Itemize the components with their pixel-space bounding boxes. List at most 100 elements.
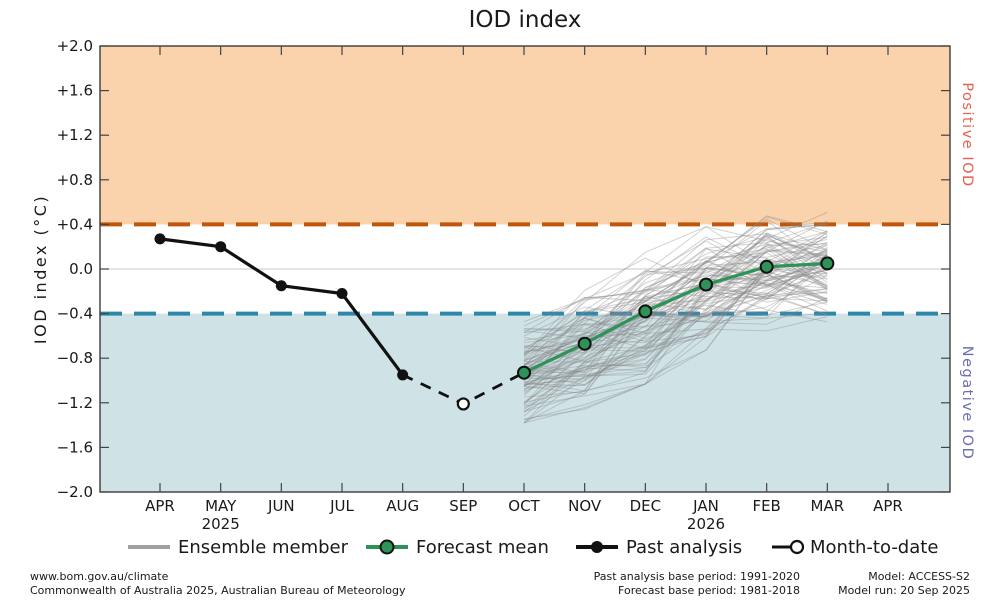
x-tick-label: MAR <box>811 497 845 515</box>
ensemble-line <box>523 250 828 386</box>
ensemble-line <box>523 238 828 386</box>
ensemble-line <box>523 257 828 374</box>
past-analysis-point <box>336 288 348 300</box>
y-tick-label: +2.0 <box>57 37 93 55</box>
ensemble-line <box>523 248 828 377</box>
ensemble-line <box>523 288 828 417</box>
ensemble-line <box>523 244 828 365</box>
ensemble-line <box>523 264 828 361</box>
forecast-mean-point <box>699 277 714 292</box>
ensemble-line <box>523 233 828 407</box>
legend: Ensemble member Forecast mean Past analy… <box>128 537 938 558</box>
ensemble-line <box>523 261 828 411</box>
ensemble-line <box>523 251 828 380</box>
ensemble-line <box>523 236 828 424</box>
ensemble-line <box>523 231 828 362</box>
ensemble-line <box>523 249 828 348</box>
ensemble-line <box>523 267 828 363</box>
legend-label-forecast-mean: Forecast mean <box>416 537 549 558</box>
ensemble-line <box>523 254 828 395</box>
ensemble-line <box>523 248 828 405</box>
past-analysis-point <box>215 241 227 253</box>
ensemble-line <box>523 268 828 387</box>
ensemble-line <box>523 268 828 339</box>
forecast-mean-point <box>577 336 592 351</box>
footer-model-run: Model run: 20 Sep 2025 <box>838 584 970 597</box>
negative-iod-band-label: Negative IOD <box>959 346 975 461</box>
ensemble-line <box>523 215 828 396</box>
y-axis-title: IOD index (°C) <box>31 194 50 344</box>
ensemble-line <box>523 270 828 344</box>
footer-copyright: Commonwealth of Australia 2025, Australi… <box>30 584 406 597</box>
ensemble-line <box>523 261 828 381</box>
ensemble-line <box>523 289 828 412</box>
ensemble-line <box>523 242 828 356</box>
legend-label-past-analysis: Past analysis <box>626 537 742 558</box>
y-tick-label: +0.4 <box>57 215 93 233</box>
ensemble-line <box>523 258 828 424</box>
ensemble-line <box>523 221 828 388</box>
x-tick-label: APR <box>873 497 903 515</box>
ensemble-line <box>523 281 828 392</box>
ensemble-line <box>523 292 828 420</box>
ensemble-line <box>523 246 828 424</box>
x-tick-label: JAN <box>692 497 719 515</box>
ensemble-line <box>523 263 828 380</box>
y-tick-label: −0.8 <box>57 349 93 367</box>
ensemble-line <box>523 240 828 382</box>
y-tick-label: +1.6 <box>57 82 93 100</box>
ensemble-line <box>523 263 828 360</box>
x-tick-label: SEP <box>449 497 477 515</box>
ensemble-line <box>523 316 828 376</box>
x-tick-label: DEC <box>630 497 662 515</box>
footer-forecast-base-period: Forecast base period: 1981-2018 <box>618 584 800 597</box>
y-tick-label: −0.4 <box>57 305 93 323</box>
y-tick-label: +1.2 <box>57 126 93 144</box>
ensemble-line <box>523 243 828 354</box>
ensemble-line <box>523 224 828 386</box>
ensemble-line <box>523 296 828 383</box>
forecast-mean-point <box>759 259 774 274</box>
positive-iod-band-label: Positive IOD <box>959 82 975 187</box>
ensemble-line <box>523 283 828 355</box>
ensemble-line <box>523 271 828 353</box>
ensemble-line <box>523 233 828 327</box>
ensemble-line <box>523 269 828 387</box>
y-tick-label: −1.6 <box>57 438 93 456</box>
legend-label-ensemble: Ensemble member <box>178 537 349 558</box>
x-tick-label: FEB <box>752 497 780 515</box>
ensemble-line <box>523 218 828 361</box>
forecast-mean-point <box>638 304 653 319</box>
ensemble-line <box>523 256 828 398</box>
ensemble-line <box>523 238 828 356</box>
ensemble-line <box>523 301 828 381</box>
x-tick-label: MAY <box>205 497 237 515</box>
footer: www.bom.gov.au/climate Commonwealth of A… <box>30 570 970 597</box>
ensemble-line <box>523 232 828 376</box>
ensemble-line <box>523 245 828 352</box>
ensemble-line <box>523 267 828 387</box>
legend-item-forecast-mean: Forecast mean <box>366 537 549 558</box>
ensemble-line <box>523 247 828 370</box>
ensemble-line <box>523 247 828 389</box>
ensemble-line <box>523 295 828 350</box>
ensemble-line <box>523 254 828 385</box>
ensemble-line <box>523 260 828 373</box>
y-tick-label: +0.8 <box>57 171 93 189</box>
x-tick-label: AUG <box>386 497 419 515</box>
year-label: 2026 <box>687 515 725 533</box>
series-markers <box>154 233 835 411</box>
ensemble-line <box>523 230 828 334</box>
forecast-mean-swatch-marker <box>379 539 395 555</box>
ensemble-line <box>523 250 828 405</box>
ensemble-line <box>523 274 828 362</box>
ensemble-line <box>523 306 828 337</box>
ensemble-line <box>523 220 828 390</box>
legend-item-ensemble: Ensemble member <box>128 537 349 558</box>
ensemble-line <box>523 235 828 358</box>
ensemble-line <box>523 249 828 403</box>
forecast-mean-point <box>517 365 532 380</box>
negative-iod-band <box>100 313 950 492</box>
ensemble-line <box>523 263 828 421</box>
